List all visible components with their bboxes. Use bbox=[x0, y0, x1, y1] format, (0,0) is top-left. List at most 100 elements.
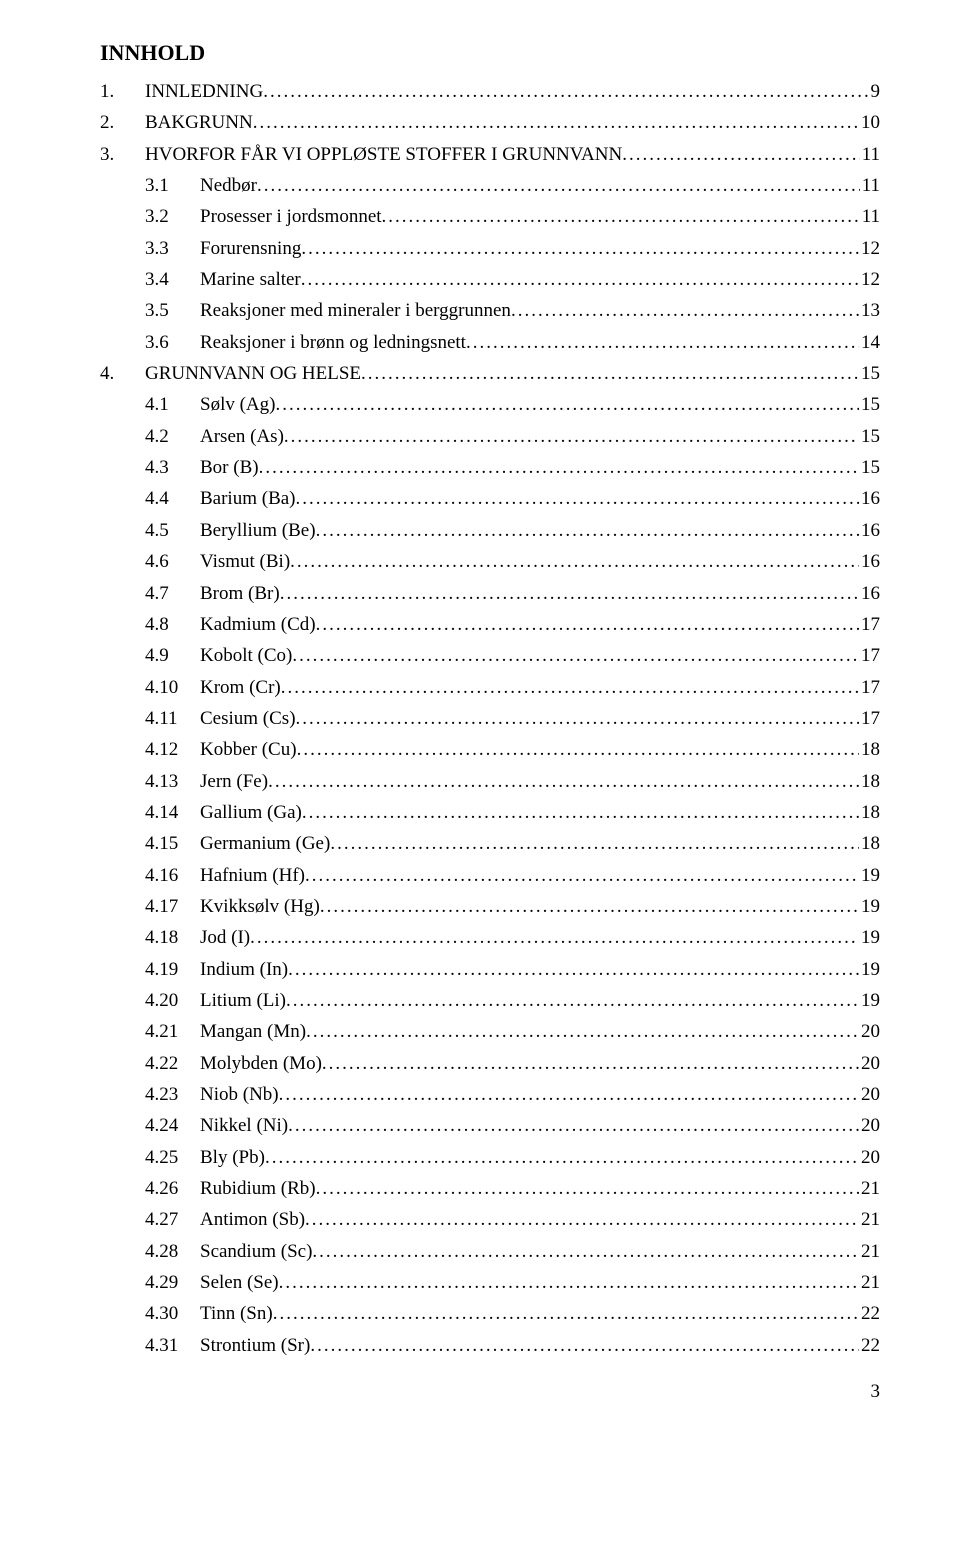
toc-entry-number: 4.19 bbox=[145, 954, 200, 985]
toc-entry-number: 4.13 bbox=[145, 766, 200, 797]
toc-dots bbox=[305, 860, 859, 891]
toc-dots bbox=[466, 327, 859, 358]
toc-entry-page: 15 bbox=[859, 389, 880, 420]
toc-entry-number: 4.10 bbox=[145, 672, 200, 703]
toc-entry-number: 4.17 bbox=[145, 891, 200, 922]
toc-entry-label: Antimon (Sb) bbox=[200, 1204, 305, 1235]
toc-entry: 4.21Mangan (Mn)20 bbox=[100, 1016, 880, 1047]
toc-dots bbox=[286, 985, 859, 1016]
toc-dots bbox=[257, 170, 860, 201]
toc-entry-number: 4.23 bbox=[145, 1079, 200, 1110]
toc-entry-number: 4.4 bbox=[145, 483, 200, 514]
toc-dots bbox=[320, 891, 859, 922]
toc-entry-page: 16 bbox=[859, 578, 880, 609]
toc-dots bbox=[316, 609, 859, 640]
toc-entry-number: 4.28 bbox=[145, 1236, 200, 1267]
toc-entry: 3.1Nedbør11 bbox=[100, 170, 880, 201]
toc-entry: 4.11Cesium (Cs)17 bbox=[100, 703, 880, 734]
toc-entry-page: 17 bbox=[859, 640, 880, 671]
toc-entry-page: 15 bbox=[859, 452, 880, 483]
toc-entry-label: Arsen (As) bbox=[200, 421, 284, 452]
toc-entry-label: Hafnium (Hf) bbox=[200, 860, 305, 891]
toc-entry-label: Gallium (Ga) bbox=[200, 797, 302, 828]
page-number: 3 bbox=[100, 1381, 880, 1403]
toc-dots bbox=[259, 452, 859, 483]
toc-entry-page: 19 bbox=[859, 922, 880, 953]
toc-entry: 3.5Reaksjoner med mineraler i berggrunne… bbox=[100, 295, 880, 326]
toc-entry-number: 4.8 bbox=[145, 609, 200, 640]
toc-entry-page: 12 bbox=[859, 233, 880, 264]
toc-entry-label: Prosesser i jordsmonnet bbox=[200, 201, 382, 232]
toc-entry-label: Jern (Fe) bbox=[200, 766, 268, 797]
toc-entry-page: 17 bbox=[859, 703, 880, 734]
toc-entry-label: Selen (Se) bbox=[200, 1267, 279, 1298]
toc-dots bbox=[316, 1173, 859, 1204]
toc-entry: 4.2Arsen (As)15 bbox=[100, 421, 880, 452]
toc-dots bbox=[279, 1079, 859, 1110]
toc-entry: 4.23Niob (Nb)20 bbox=[100, 1079, 880, 1110]
toc-entry-label: Niob (Nb) bbox=[200, 1079, 279, 1110]
toc-entry-number: 4.18 bbox=[145, 922, 200, 953]
toc-entry-label: Kadmium (Cd) bbox=[200, 609, 316, 640]
toc-entry: 4.14Gallium (Ga)18 bbox=[100, 797, 880, 828]
toc-entry-number: 3.4 bbox=[145, 264, 200, 295]
toc-entry-number: 4.20 bbox=[145, 985, 200, 1016]
toc-entry-label: Nikkel (Ni) bbox=[200, 1110, 288, 1141]
toc-entry-label: Germanium (Ge) bbox=[200, 828, 330, 859]
toc-entry-page: 18 bbox=[859, 828, 880, 859]
toc-entry: 4.3Bor (B)15 bbox=[100, 452, 880, 483]
toc-entry-label: Kobolt (Co) bbox=[200, 640, 292, 671]
toc-entry: 4.22Molybden (Mo)20 bbox=[100, 1048, 880, 1079]
toc-entry-number: 4. bbox=[100, 358, 145, 389]
toc-dots bbox=[316, 515, 859, 546]
toc-entry-number: 3.6 bbox=[145, 327, 200, 358]
toc-entry: 4.29Selen (Se)21 bbox=[100, 1267, 880, 1298]
toc-entry: 4.4Barium (Ba)16 bbox=[100, 483, 880, 514]
toc-entry-label: Kobber (Cu) bbox=[200, 734, 297, 765]
toc-entry-number: 4.26 bbox=[145, 1173, 200, 1204]
toc-entry-page: 18 bbox=[859, 734, 880, 765]
toc-entry-page: 16 bbox=[859, 483, 880, 514]
toc-dots bbox=[268, 766, 859, 797]
toc-entry-page: 10 bbox=[859, 107, 880, 138]
toc-entry-label: Tinn (Sn) bbox=[200, 1298, 273, 1329]
toc-entry-number: 4.15 bbox=[145, 828, 200, 859]
toc-dots bbox=[288, 1110, 859, 1141]
toc-entry-page: 11 bbox=[860, 170, 880, 201]
toc-entry: 4.16Hafnium (Hf)19 bbox=[100, 860, 880, 891]
toc-entry: 4.17Kvikksølv (Hg) 19 bbox=[100, 891, 880, 922]
toc-entry-page: 21 bbox=[859, 1236, 880, 1267]
toc-entry-label: Molybden (Mo) bbox=[200, 1048, 322, 1079]
toc-entry-number: 4.7 bbox=[145, 578, 200, 609]
toc-entry-page: 19 bbox=[859, 891, 880, 922]
toc-entry-number: 4.14 bbox=[145, 797, 200, 828]
toc-entry-label: Bor (B) bbox=[200, 452, 259, 483]
toc-dots bbox=[288, 954, 859, 985]
toc-entry-page: 18 bbox=[859, 766, 880, 797]
toc-entry-label: Brom (Br) bbox=[200, 578, 280, 609]
toc-entry-label: Kvikksølv (Hg) bbox=[200, 891, 320, 922]
toc-entry: 3.6Reaksjoner i brønn og ledningsnett14 bbox=[100, 327, 880, 358]
toc-entry-label: Bly (Pb) bbox=[200, 1142, 265, 1173]
toc-entry-page: 21 bbox=[859, 1173, 880, 1204]
toc-entry: 4.28Scandium (Sc)21 bbox=[100, 1236, 880, 1267]
toc-entry-label: Strontium (Sr) bbox=[200, 1330, 310, 1361]
toc-entry: 4.1Sølv (Ag)15 bbox=[100, 389, 880, 420]
toc-entry: 1.INNLEDNING9 bbox=[100, 76, 880, 107]
toc-entry-page: 16 bbox=[859, 515, 880, 546]
toc-entry-label: Marine salter bbox=[200, 264, 301, 295]
toc-entry: 4.31Strontium (Sr)22 bbox=[100, 1330, 880, 1361]
toc-entry-number: 4.16 bbox=[145, 860, 200, 891]
toc-entry-number: 1. bbox=[100, 76, 145, 107]
toc-entry: 4.18Jod (I)19 bbox=[100, 922, 880, 953]
toc-entry-page: 13 bbox=[859, 295, 880, 326]
toc-entry-page: 16 bbox=[859, 546, 880, 577]
toc-entry: 3.HVORFOR FÅR VI OPPLØSTE STOFFER I GRUN… bbox=[100, 139, 880, 170]
toc-entry-label: Reaksjoner i brønn og ledningsnett bbox=[200, 327, 466, 358]
toc-entry-label: Vismut (Bi) bbox=[200, 546, 290, 577]
toc-entry-page: 17 bbox=[859, 672, 880, 703]
toc-entry-label: Rubidium (Rb) bbox=[200, 1173, 316, 1204]
toc-entry: 4.27Antimon (Sb)21 bbox=[100, 1204, 880, 1235]
toc-dots bbox=[253, 107, 859, 138]
toc-entry-number: 4.24 bbox=[145, 1110, 200, 1141]
